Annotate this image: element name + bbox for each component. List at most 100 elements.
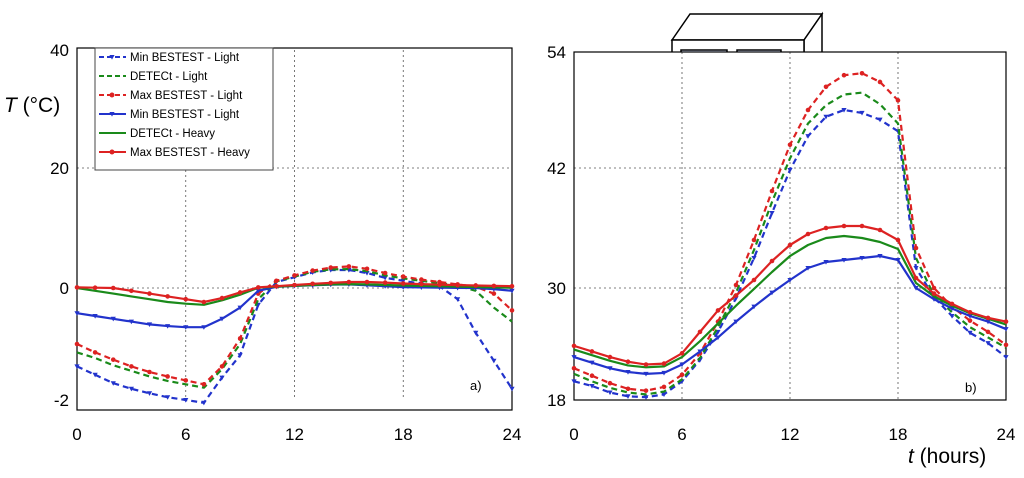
data-point [949,306,955,312]
data-point [571,355,577,360]
data-point [733,282,739,288]
data-point [165,294,170,299]
data-point [625,359,631,365]
data-point [382,270,388,276]
data-point [931,297,937,302]
data-point [805,134,811,139]
data-point [1003,355,1009,360]
data-point [787,142,793,148]
data-point [931,291,937,296]
data-point [913,275,919,281]
data-point [589,384,595,389]
data-point [805,231,811,237]
data-point [679,362,685,368]
data-point [787,278,793,283]
panel-a-label: a) [470,378,482,393]
data-point [509,308,515,313]
data-point [625,394,631,399]
data-point [237,353,243,358]
data-point [967,314,973,319]
data-point [165,324,171,329]
data-point [1003,327,1009,332]
x-tick-label: 6 [677,425,686,444]
y-tick-label: 54 [547,43,566,62]
data-point [751,256,757,261]
x-tick-label: 24 [997,425,1016,444]
data-point [823,114,829,120]
legend-marker [109,55,115,60]
data-point [931,285,937,291]
panel-a-y-axis-label: T (°C) [4,94,60,117]
panel-b-x-ticks: 0 6 12 18 24 [569,425,1015,444]
panel-b-y-ticks: 18 30 42 54 [547,43,566,410]
data-point [967,309,973,315]
data-point [895,237,901,243]
data-point [643,362,649,367]
data-point [841,223,847,229]
data-point [419,281,424,287]
data-point [219,316,225,322]
data-point [607,380,613,386]
x-tick-label: 24 [503,425,522,444]
data-point [110,285,116,291]
data-point [769,258,775,264]
y-tick-label: 42 [547,159,566,178]
data-point [473,330,479,336]
y-tick-label: -2 [54,391,69,410]
x-tick-label: 12 [781,425,800,444]
data-point [643,371,649,377]
data-point [877,117,883,123]
data-point [74,364,80,369]
data-point [607,390,613,396]
data-point [895,258,901,263]
data-point [92,350,98,355]
data-point [769,211,775,216]
data-point [491,283,497,289]
data-point [769,188,775,194]
data-point [110,316,116,322]
data-point [491,291,497,296]
data-point [364,279,370,285]
data-point [346,279,352,285]
data-point [643,395,649,400]
data-point [183,296,189,302]
data-point [346,264,352,269]
data-point [110,357,116,362]
data-point [661,370,667,376]
data-point [74,341,80,347]
data-point [255,285,261,290]
data-point [607,354,613,360]
data-point [949,301,955,307]
legend-marker [109,112,115,117]
panel-b-x-axis-label: t (hours) [908,445,986,468]
legend-label: Min BESTEST - Light [130,52,240,64]
data-point [967,330,973,336]
series-line [573,234,1007,369]
data-point [859,70,865,76]
data-point [201,382,207,387]
panel-b-frame [573,51,1007,401]
data-point [147,291,152,296]
data-point [787,168,793,173]
data-point [949,314,955,319]
data-point [201,325,207,330]
data-point [697,329,703,335]
data-point [733,293,739,298]
data-point [509,283,515,289]
data-point [967,318,973,323]
data-point [292,273,297,278]
data-point [92,372,98,378]
x-tick-label: 18 [889,425,908,444]
data-point [201,299,207,305]
data-point [679,372,685,378]
data-point [310,281,315,287]
data-point [625,386,631,392]
data-point [92,314,98,319]
data-point [400,278,406,284]
data-point [400,274,406,279]
data-point [400,281,406,286]
data-point [913,245,919,251]
data-point [985,341,991,346]
data-point [589,349,595,354]
data-point [859,110,865,116]
